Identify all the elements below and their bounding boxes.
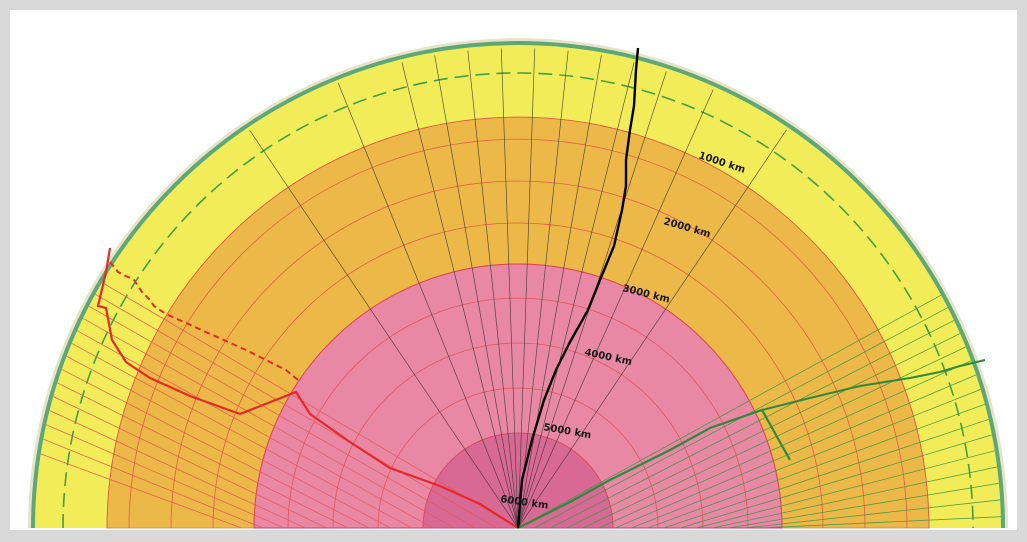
red-hatch-line-1 xyxy=(35,239,519,528)
depth-ring-7 xyxy=(170,180,866,529)
red-hatch-line-14 xyxy=(35,449,242,528)
green-hatch-line-5 xyxy=(582,328,1001,528)
mantle-transition-line xyxy=(62,72,974,529)
green-hatch-line-6 xyxy=(598,345,1001,528)
depth-ring-5 xyxy=(253,263,783,529)
diagram-frame: 1000 km 2000 km 3000 km 4000 km 5000 km … xyxy=(10,10,1017,530)
green-hatch-line-8 xyxy=(631,379,1001,528)
green-hatch-line-13 xyxy=(712,464,1001,528)
red-hatch-line-12 xyxy=(35,417,285,528)
green-hatch-line-9 xyxy=(647,396,1001,528)
red-hatch-line-9 xyxy=(35,368,349,528)
radial-ray-1 xyxy=(249,129,519,528)
radial-ray-10 xyxy=(517,62,635,528)
depth-ring-3 xyxy=(332,342,704,529)
red-hatch-line-3 xyxy=(35,271,476,528)
green-hatch-line-15 xyxy=(744,499,1001,528)
red-hatch-line-13 xyxy=(35,433,264,528)
radial-ray-5 xyxy=(467,50,519,528)
radial-ray-2 xyxy=(337,82,519,528)
red-hatch-line-11 xyxy=(35,401,306,528)
green-hatch-line-16 xyxy=(760,516,1001,528)
green-hatch-line-12 xyxy=(696,447,1001,528)
green-hatch-line-1 xyxy=(517,259,1001,528)
earth-layers xyxy=(28,38,1008,529)
green-hatch-line-11 xyxy=(679,430,1001,528)
radial-ray-13 xyxy=(517,129,787,528)
red-hatch-line-6 xyxy=(35,320,412,528)
travel-time-curves xyxy=(96,47,986,529)
red-hatch-lines xyxy=(35,239,519,528)
radial-ray-7 xyxy=(517,48,536,528)
radial-ray-9 xyxy=(517,55,602,528)
green-hatch-line-4 xyxy=(566,310,1001,528)
green-hatch-line-14 xyxy=(728,481,1001,528)
depth-ring-8 xyxy=(128,138,908,529)
depth-ring-9 xyxy=(106,116,930,529)
earth-cross-section-diagram: 1000 km 2000 km 3000 km 4000 km 5000 km … xyxy=(28,38,1008,529)
green-hatch-line-2 xyxy=(534,276,1001,528)
black-ray-path xyxy=(516,47,640,529)
depth-ring-4 xyxy=(287,297,749,529)
radial-grid-rays xyxy=(249,48,787,528)
green-hatch-line-7 xyxy=(615,362,1001,528)
red-hatch-line-7 xyxy=(35,336,391,528)
green-hatch-line-10 xyxy=(663,413,1001,528)
red-hatch-line-10 xyxy=(35,384,327,528)
red-dashed-curve xyxy=(109,261,299,381)
radial-ray-4 xyxy=(434,55,519,528)
red-hatch-line-8 xyxy=(35,352,370,528)
green-outer-curve xyxy=(761,359,986,411)
radial-ray-3 xyxy=(401,62,519,528)
red-hatch-line-5 xyxy=(35,304,434,528)
green-hatch-line-3 xyxy=(550,293,1001,528)
radial-ray-12 xyxy=(517,89,714,528)
radial-ray-6 xyxy=(500,48,519,528)
depth-grid-rings xyxy=(106,116,930,529)
green-hatch-lines xyxy=(517,259,1001,528)
red-hatch-line-2 xyxy=(35,255,497,528)
radial-ray-8 xyxy=(517,50,569,528)
red-solid-curve xyxy=(96,247,519,529)
red-hatch-line-4 xyxy=(35,288,455,528)
depth-ring-1 xyxy=(422,432,614,529)
